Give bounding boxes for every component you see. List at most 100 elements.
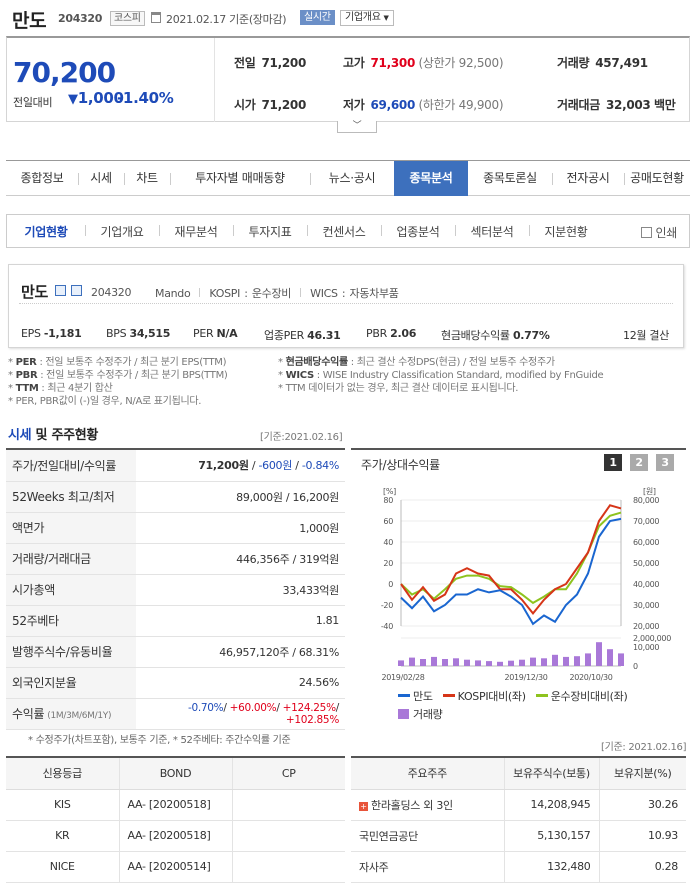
table-row: 52Weeks 최고/최저 89,000원 / 16,200원 — [6, 481, 345, 513]
printer-icon — [640, 227, 652, 238]
tab-sub-1[interactable]: 기업개요 — [85, 223, 159, 240]
table-cell: 132,480 — [503, 851, 599, 883]
tab-main-3[interactable]: 투자자별 매매동향 — [170, 161, 310, 196]
credit-rating-table: 신용등급 BOND CP KIS AA- [20200518] KR AA- [202005… — [6, 756, 345, 883]
cell-text: AA- [20200518] — [127, 798, 211, 811]
legend-label: KOSPI대비(좌) — [457, 690, 526, 703]
cell-text: 5,130,157 — [537, 829, 591, 842]
row-label: 시가총액 — [6, 574, 136, 606]
eps-indicator: EPS -1,181 — [21, 327, 82, 340]
column-header: 신용등급 — [6, 758, 119, 790]
vol-tick: 2,000,000 — [633, 634, 671, 643]
note-text: : 전일 보통주 수정주가 / 최근 분기 EPS(TTM) — [36, 357, 227, 368]
series-line-0 — [400, 517, 622, 626]
volume-bar — [541, 658, 547, 666]
expand-plus-icon[interactable]: + — [359, 801, 368, 811]
tab-main-7[interactable]: 전자공시 — [552, 161, 624, 196]
cell-text: 30.26 — [648, 798, 678, 811]
chart-tab-2[interactable]: 2 — [630, 454, 648, 471]
expand-toggle[interactable]: ﹀ — [337, 121, 377, 133]
volume-bar — [618, 653, 624, 666]
table-row: 발행주식수/유동비율 46,957,120주 / 68.31% — [6, 636, 345, 668]
x-tick: 2019/12/30 — [504, 673, 547, 682]
column-header: 주요주주 — [351, 758, 504, 790]
prev-value: 71,200 — [261, 56, 306, 70]
table-cell: NICE — [6, 851, 119, 883]
tab-main-4[interactable]: 뉴스·공시 — [310, 161, 394, 196]
row-value: 33,433억원 — [136, 574, 345, 606]
building-icon[interactable] — [71, 285, 82, 296]
tab-main-6[interactable]: 종목토론실 — [483, 171, 537, 185]
note-text: PER, PBR값이 (-)일 경우, N/A로 표기됩니다. — [15, 396, 202, 407]
row-value: 1,000원 — [136, 512, 345, 544]
tab-sub-5[interactable]: 업종분석 — [381, 223, 455, 240]
print-button[interactable]: 인쇄 — [640, 224, 677, 241]
note-line: * WICS : WISE Industry Classification St… — [278, 370, 604, 381]
table-cell: AA- [20200518] — [118, 789, 232, 821]
company-info: Mando KOSPI : 운수장비 WICS : 자동차부품 — [155, 285, 399, 301]
home-icon[interactable] — [55, 285, 66, 296]
tab-main-5[interactable]: 종목분석 — [394, 161, 468, 196]
y-right-tick: 80,000 — [633, 496, 659, 505]
tab-main-8[interactable]: 공매도현황 — [624, 161, 690, 196]
tab-main-0[interactable]: 종합정보 — [20, 171, 64, 185]
dividend-indicator: 현금배당수익률 0.77% — [441, 327, 550, 343]
table-cell — [231, 820, 345, 852]
tab-sub-7[interactable]: 지분현황 — [529, 223, 603, 240]
table-cell: 10.93 — [598, 820, 686, 852]
cell-text: KIS — [53, 798, 71, 811]
high-value: 71,300 — [370, 56, 415, 70]
row-label: 외국인지분율 — [6, 667, 136, 699]
upper-limit: (상한가 92,500) — [418, 56, 504, 70]
separator: / — [292, 459, 302, 473]
y-right-tick: 40,000 — [633, 580, 659, 589]
volume-value: 457,491 — [595, 56, 648, 70]
trade-amount: 거래대금 32,003 백만 — [557, 96, 676, 113]
legend-item: 만도 — [398, 690, 433, 703]
tab-sub-3[interactable]: 투자지표 — [233, 223, 307, 240]
market-badge: 코스피 — [110, 11, 145, 26]
row-label: 발행주식수/유동비율 — [6, 636, 136, 668]
note-line: * TTM 데이터가 없는 경우, 최근 결산 데이터로 표시됩니다. — [278, 383, 519, 394]
tab-sub-2[interactable]: 재무분석 — [159, 223, 233, 240]
y-left-tick: -20 — [381, 601, 393, 610]
tab-sub-4[interactable]: 컨센서스 — [307, 223, 381, 240]
row-label-text: 외국인지분율 — [12, 676, 77, 690]
chevron-down-icon: ﹀ — [352, 121, 362, 131]
section-title-a: 시세 — [8, 428, 32, 443]
row-label-text: 거래량/거래대금 — [12, 552, 91, 566]
row-label-text: 발행주식수/유동비율 — [12, 645, 113, 659]
y-right-tick: 50,000 — [633, 559, 659, 568]
cell-text: 한라홀딩스 외 3인 — [371, 798, 453, 812]
tab-main-2[interactable]: 차트 — [124, 161, 170, 196]
y-left-tick: 20 — [383, 559, 393, 568]
row-value: 71,200원 / -600원 / -0.84% — [136, 450, 345, 482]
volume-bar — [453, 658, 459, 666]
legend-item: 운수장비대비(좌) — [535, 690, 628, 703]
stock-header: 만도 204320 코스피 2021.02.17 기준(장마감) 실시간 기업개… — [0, 0, 696, 36]
wics-sector: WICS : 자동차부품 — [310, 287, 399, 300]
tab-main-1[interactable]: 시세 — [78, 161, 124, 196]
pbr-value: 2.06 — [390, 327, 417, 340]
volume-label: 거래량 — [557, 56, 590, 70]
chart-panel — [351, 448, 686, 728]
chart-tab-3[interactable]: 3 — [656, 454, 674, 471]
tab-sub-6[interactable]: 섹터분석 — [455, 223, 529, 240]
realtime-button[interactable]: 실시간 — [300, 10, 335, 25]
table-row: 국민연금공단 5,130,157 10.93 — [351, 820, 686, 852]
section-title: 시세 및 주주현황 — [8, 424, 98, 443]
company-name: 만도 — [21, 283, 49, 301]
chart-tab-1[interactable]: 1 — [604, 454, 622, 471]
cell-text: 132,480 — [547, 860, 591, 873]
high-price: 고가 71,300 (상한가 92,500) — [343, 54, 504, 71]
stock-name: 만도 — [12, 10, 47, 32]
volume-bar — [508, 660, 514, 666]
tab-sub-0[interactable]: 기업현황 — [24, 224, 68, 239]
prev-label: 전일 — [234, 56, 256, 70]
low-label: 저가 — [343, 98, 365, 112]
main-tabs: 종합정보 시세 차트 투자자별 매매동향 뉴스·공시 종목분석 종목토론실 전자공시 공매도현황 — [6, 160, 690, 196]
y-left-tick: 0 — [388, 580, 393, 589]
company-overview-dropdown[interactable]: 기업개요 ▼ — [340, 10, 394, 26]
divider — [19, 303, 673, 304]
row-value: 446,356주 / 319억원 — [136, 543, 345, 575]
